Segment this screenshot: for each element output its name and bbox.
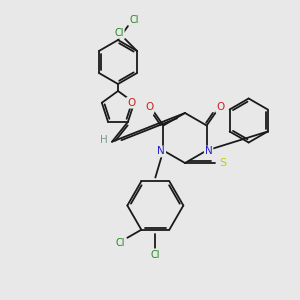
Text: N: N bbox=[205, 146, 212, 157]
Text: O: O bbox=[145, 103, 154, 112]
Text: S: S bbox=[219, 158, 226, 168]
Text: Cl: Cl bbox=[114, 28, 124, 38]
Text: H: H bbox=[100, 135, 108, 145]
Text: O: O bbox=[127, 98, 135, 108]
Text: O: O bbox=[217, 103, 225, 112]
Text: N: N bbox=[158, 146, 165, 157]
Text: Cl: Cl bbox=[129, 15, 139, 25]
Text: Cl: Cl bbox=[116, 238, 125, 248]
Text: Cl: Cl bbox=[151, 250, 160, 260]
